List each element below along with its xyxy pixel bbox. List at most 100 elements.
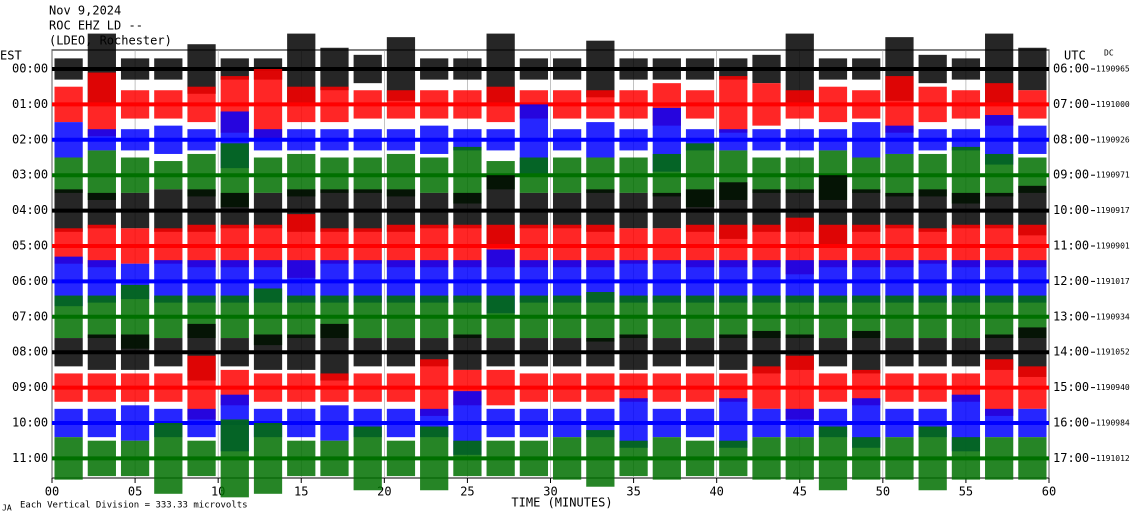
right-time: 08:00 — [1053, 132, 1089, 146]
trace-envelope — [818, 426, 848, 491]
trace-envelope — [852, 90, 881, 119]
left-time: 07:00 — [12, 309, 48, 323]
trace-envelope — [87, 408, 116, 438]
dc-value: 1190940 — [1096, 383, 1130, 392]
trace-envelope — [353, 189, 382, 232]
dc-value: 1190917 — [1096, 206, 1130, 215]
trace-envelope — [87, 72, 116, 137]
left-zone: EST — [0, 49, 22, 63]
trace-envelope — [885, 76, 914, 133]
trace-envelope — [719, 334, 748, 370]
trace-envelope — [918, 228, 947, 264]
left-time: 03:00 — [12, 168, 48, 182]
trace-envelope — [120, 129, 150, 151]
left-time: 10:00 — [12, 416, 48, 430]
trace-envelope — [420, 359, 449, 416]
dc-value: 1190971 — [1096, 171, 1130, 180]
trace-envelope — [985, 437, 1014, 480]
trace-envelope — [652, 153, 681, 197]
trace-envelope — [752, 408, 781, 438]
trace-envelope — [320, 129, 349, 151]
trace-envelope — [486, 86, 515, 123]
trace-envelope — [652, 408, 681, 438]
trace-envelope — [453, 58, 482, 80]
trace-envelope — [486, 295, 515, 339]
trace-envelope — [486, 408, 515, 438]
trace-envelope — [652, 373, 681, 402]
trace-envelope — [619, 228, 648, 264]
trace-envelope — [885, 125, 914, 154]
trace-envelope — [885, 437, 914, 480]
trace-envelope — [719, 398, 748, 448]
trace-envelope — [752, 83, 781, 126]
trace-envelope — [154, 125, 183, 154]
trace-envelope — [918, 54, 947, 84]
trace-envelope — [652, 295, 681, 339]
trace-envelope — [951, 129, 981, 151]
trace-envelope — [353, 373, 382, 402]
trace-envelope — [353, 54, 382, 84]
trace-envelope — [552, 338, 582, 367]
trace-envelope — [552, 157, 582, 193]
right-time: 12:00 — [1053, 274, 1089, 288]
trace-envelope — [619, 129, 648, 151]
trace-envelope — [320, 86, 349, 123]
trace-envelope — [287, 440, 316, 477]
trace-envelope — [752, 157, 781, 193]
trace-envelope — [785, 90, 814, 119]
trace-envelope — [818, 86, 848, 123]
trace-envelope — [885, 338, 914, 367]
trace-envelope — [785, 437, 814, 480]
trace-envelope — [552, 437, 582, 480]
trace-envelope — [985, 153, 1014, 197]
trace-envelope — [320, 373, 349, 402]
trace-envelope — [586, 40, 615, 98]
trace-envelope — [320, 405, 349, 441]
trace-envelope — [187, 440, 216, 477]
trace-envelope — [519, 408, 549, 438]
trace-envelope — [120, 157, 150, 193]
trace-envelope — [818, 58, 848, 80]
trace-envelope — [54, 373, 83, 402]
trace-envelope — [253, 334, 283, 370]
trace-envelope — [287, 373, 316, 402]
trace-envelope — [54, 122, 83, 158]
trace-envelope — [951, 90, 981, 119]
trace-envelope — [985, 192, 1014, 229]
trace-envelope — [420, 90, 449, 119]
trace-envelope — [353, 90, 382, 119]
trace-envelope — [586, 122, 615, 158]
trace-envelope — [885, 295, 914, 339]
trace-envelope — [719, 76, 748, 133]
trace-envelope — [120, 440, 150, 477]
trace-envelope — [951, 192, 981, 229]
trace-envelope — [287, 86, 316, 123]
trace-envelope — [54, 86, 83, 123]
trace-envelope — [54, 295, 83, 339]
trace-envelope — [652, 192, 681, 229]
x-tick-label: 55 — [959, 485, 973, 499]
chart-title: Nov 9,2024 — [49, 4, 121, 18]
dc-value: 1191017 — [1096, 277, 1130, 286]
trace-envelope — [253, 129, 283, 151]
x-tick-label: 45 — [793, 485, 807, 499]
trace-envelope — [320, 47, 349, 91]
trace-envelope — [852, 330, 881, 374]
dc-value: 1190965 — [1096, 65, 1130, 74]
x-tick-label: 35 — [626, 485, 640, 499]
left-time: 05:00 — [12, 239, 48, 253]
x-tick-label: 25 — [460, 485, 474, 499]
dc-value: 1191000 — [1096, 100, 1130, 109]
trace-envelope — [1018, 125, 1047, 154]
trace-envelope — [619, 58, 648, 80]
trace-envelope — [685, 408, 715, 438]
trace-envelope — [719, 373, 748, 402]
trace-envelope — [353, 338, 382, 367]
trace-envelope — [386, 373, 416, 402]
trace-envelope — [752, 54, 781, 84]
trace-envelope — [87, 150, 116, 200]
trace-envelope — [187, 44, 216, 94]
trace-envelope — [486, 338, 515, 367]
trace-envelope — [87, 440, 116, 477]
left-time: 11:00 — [12, 451, 48, 465]
